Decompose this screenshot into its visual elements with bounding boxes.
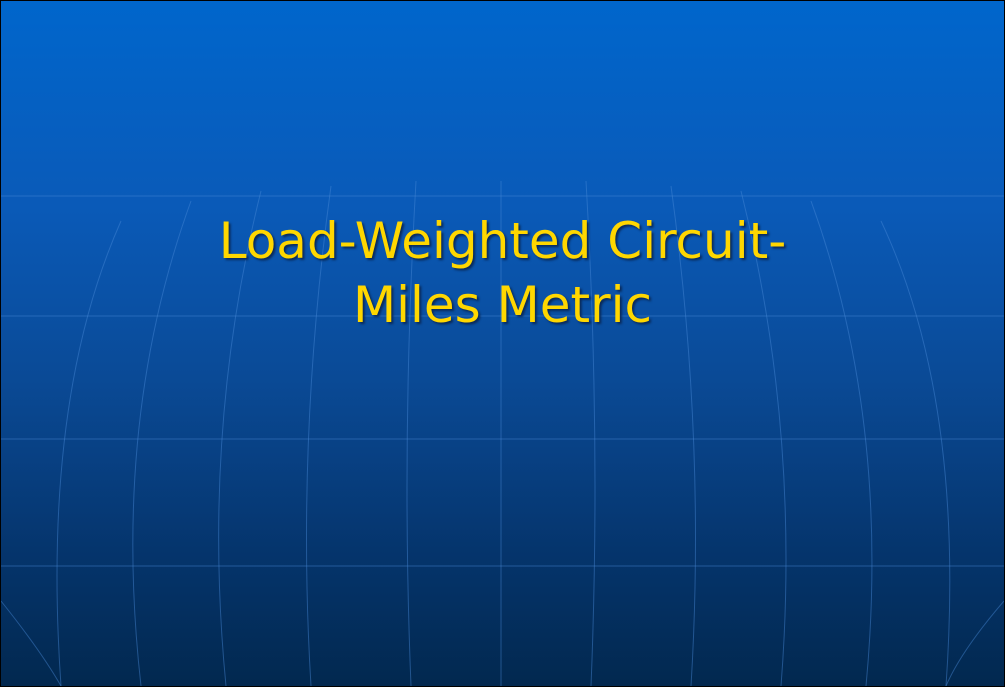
title-line: Load-Weighted Circuit-	[218, 212, 787, 270]
slide-title: Load-Weighted Circuit- Miles Metric	[1, 209, 1004, 337]
title-line: Miles Metric	[352, 276, 653, 334]
